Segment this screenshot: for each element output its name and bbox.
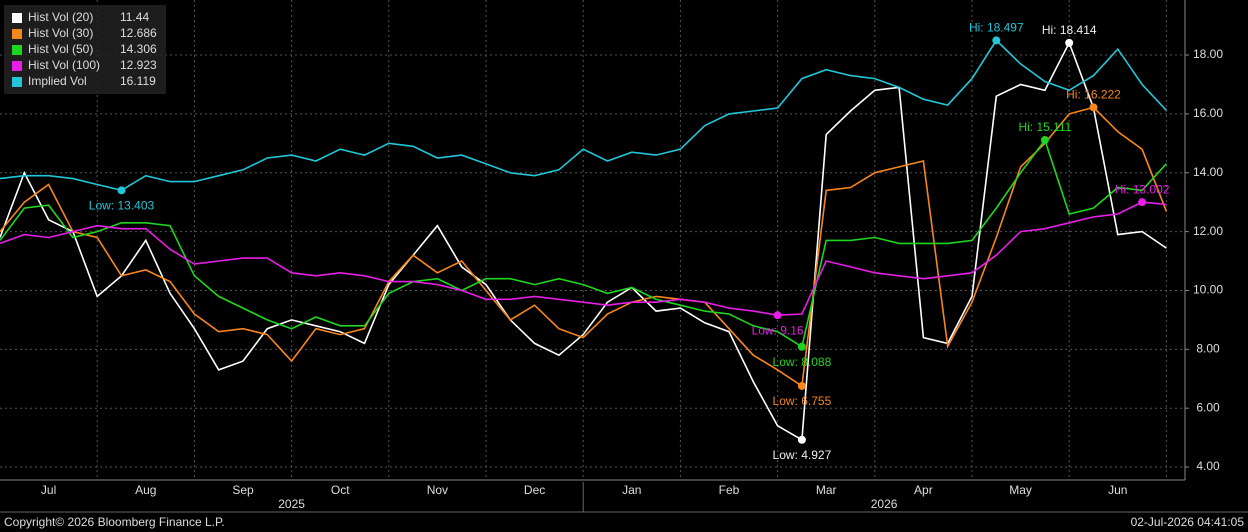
legend-value: 16.119 <box>120 74 156 88</box>
legend-value: 12.923 <box>120 58 157 72</box>
x-tick-label: Mar <box>816 483 837 497</box>
legend: Hist Vol (20) 11.44 Hist Vol (30) 12.686 His… <box>4 5 166 94</box>
x-tick-label: Nov <box>427 483 448 497</box>
x-tick-label: Apr <box>914 483 933 497</box>
legend-value: 14.306 <box>120 42 157 56</box>
series-line <box>0 39 1167 192</box>
annotation-marker <box>797 381 806 390</box>
x-tick-label: Jul <box>41 483 56 497</box>
series-line <box>0 40 1167 442</box>
annotation-marker <box>1065 38 1074 47</box>
legend-label: Hist Vol (100) <box>28 58 100 72</box>
y-tick-label: 14.00 <box>1193 165 1223 179</box>
annotation-marker <box>117 186 126 195</box>
legend-swatch <box>12 13 22 23</box>
annotation-marker <box>992 36 1001 45</box>
annotation-marker <box>797 342 806 351</box>
legend-value: 12.686 <box>120 26 157 40</box>
legend-box <box>4 5 166 94</box>
x-tick-label: May <box>1009 483 1032 497</box>
y-tick-label: 12.00 <box>1193 224 1223 238</box>
x-tick-label: Jun <box>1108 483 1127 497</box>
annotation-label: Low: 4.927 <box>773 448 832 462</box>
x-group-label: 2026 <box>871 497 898 511</box>
x-tick-label: Sep <box>232 483 254 497</box>
legend-label: Hist Vol (20) <box>28 10 93 24</box>
series-line <box>0 138 1167 348</box>
timestamp: 02-Jul-2026 04:41:05 <box>1131 515 1245 529</box>
annotation-label: Low: 8.088 <box>773 355 832 369</box>
x-tick-label: Jan <box>622 483 641 497</box>
legend-swatch <box>12 61 22 71</box>
annotation-label: Hi: 13.002 <box>1115 182 1170 196</box>
y-tick-label: 6.00 <box>1196 400 1220 414</box>
series-line <box>0 106 1168 388</box>
annotation-marker <box>1089 103 1098 112</box>
annotation-marker <box>797 435 806 444</box>
x-tick-label: Feb <box>719 483 740 497</box>
y-tick-label: 8.00 <box>1196 342 1220 356</box>
annotation-marker <box>1138 198 1147 207</box>
annotation-label: Low: 9.16 <box>752 323 804 337</box>
plot <box>0 0 1185 480</box>
legend-value: 11.44 <box>120 10 149 24</box>
legend-label: Hist Vol (50) <box>28 42 93 56</box>
y-tick-label: 4.00 <box>1196 459 1220 473</box>
annotation-label: Hi: 15.111 <box>1018 120 1071 134</box>
x-tick-label: Dec <box>524 483 545 497</box>
annotation-label: Hi: 18.497 <box>969 21 1024 35</box>
annotation-label: Low: 6.755 <box>773 394 832 408</box>
x-group-label: 2025 <box>278 497 305 511</box>
legend-label: Hist Vol (30) <box>28 26 93 40</box>
series-line <box>0 201 1167 317</box>
annotation-marker <box>1040 136 1049 145</box>
y-tick-label: 10.00 <box>1193 283 1223 297</box>
x-tick-label: Oct <box>331 483 350 497</box>
y-tick-label: 18.00 <box>1193 47 1223 61</box>
x-tick-label: Aug <box>135 483 156 497</box>
y-tick-label: 16.00 <box>1193 106 1223 120</box>
legend-label: Implied Vol <box>28 74 87 88</box>
copyright: Copyright© 2026 Bloomberg Finance L.P. <box>4 515 225 529</box>
legend-swatch <box>12 29 22 39</box>
legend-swatch <box>12 77 22 87</box>
legend-swatch <box>12 45 22 55</box>
annotation-label: Hi: 16.222 <box>1066 88 1121 102</box>
annotation-label: Low: 13.403 <box>89 198 155 212</box>
annotation-label: Hi: 18.414 <box>1042 23 1097 37</box>
annotation-marker <box>773 311 782 320</box>
